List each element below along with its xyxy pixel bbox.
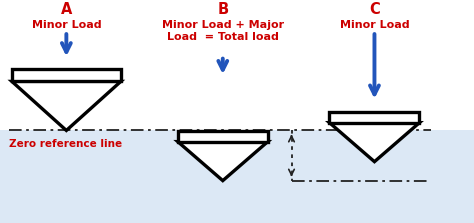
Text: Minor Load: Minor Load [32, 20, 101, 30]
Polygon shape [329, 123, 419, 162]
Polygon shape [12, 81, 121, 130]
Text: B: B [217, 2, 228, 17]
Bar [329, 112, 419, 123]
Bar [0, 130, 474, 223]
Bar [12, 69, 121, 81]
Text: C: C [369, 2, 380, 17]
Text: A: A [61, 2, 72, 17]
Text: Zero reference line: Zero reference line [9, 139, 123, 149]
Text: Minor Load: Minor Load [340, 20, 409, 30]
Text: Minor Load + Major
Load  = Total load: Minor Load + Major Load = Total load [162, 20, 284, 42]
Polygon shape [178, 142, 268, 181]
Bar [178, 131, 268, 142]
